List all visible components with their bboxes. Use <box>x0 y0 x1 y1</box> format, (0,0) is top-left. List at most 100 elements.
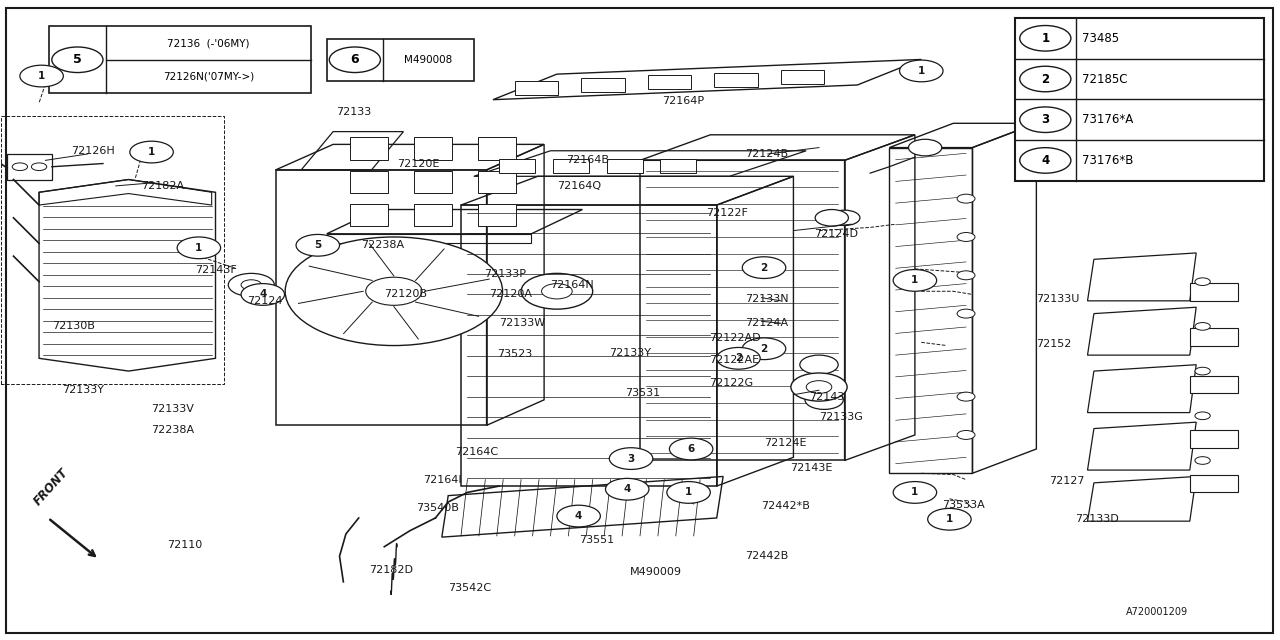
Bar <box>349 138 388 160</box>
Circle shape <box>20 65 63 87</box>
Bar <box>553 159 589 173</box>
Bar <box>349 171 388 193</box>
Circle shape <box>957 271 975 280</box>
Circle shape <box>285 237 503 346</box>
Text: 6: 6 <box>687 444 695 454</box>
Circle shape <box>909 140 942 156</box>
Bar <box>413 204 452 226</box>
Circle shape <box>957 309 975 318</box>
Text: 72133W: 72133W <box>499 318 545 328</box>
Text: 72164Q: 72164Q <box>557 181 602 191</box>
Text: 72133Y: 72133Y <box>609 348 652 358</box>
Text: 72133: 72133 <box>335 108 371 118</box>
Text: A720001209: A720001209 <box>1126 607 1188 618</box>
Circle shape <box>893 269 937 291</box>
Bar <box>660 159 696 173</box>
Text: 72238A: 72238A <box>361 239 404 250</box>
Bar <box>499 159 535 173</box>
Text: 72130B: 72130B <box>51 321 95 332</box>
Circle shape <box>957 232 975 241</box>
Text: 72124B: 72124B <box>745 149 788 159</box>
Text: 1: 1 <box>946 515 954 524</box>
Bar <box>1190 430 1238 448</box>
Circle shape <box>1020 26 1071 51</box>
Text: 6: 6 <box>351 53 360 67</box>
Bar <box>477 138 516 160</box>
Text: 1: 1 <box>1041 32 1050 45</box>
Text: 73523: 73523 <box>497 349 532 359</box>
Circle shape <box>1196 412 1211 420</box>
Circle shape <box>667 481 710 503</box>
Text: 72120B: 72120B <box>384 289 428 300</box>
Circle shape <box>541 284 572 299</box>
Text: 5: 5 <box>314 240 321 250</box>
Text: 72122AE: 72122AE <box>709 355 759 365</box>
Circle shape <box>13 163 28 171</box>
Text: 72143E: 72143E <box>790 463 832 473</box>
Circle shape <box>605 478 649 500</box>
Text: 1: 1 <box>148 147 155 157</box>
Text: 73533A: 73533A <box>942 500 984 510</box>
Circle shape <box>928 508 972 530</box>
Text: 72164P: 72164P <box>662 96 704 106</box>
Circle shape <box>742 338 786 360</box>
Circle shape <box>366 277 422 305</box>
Text: 73176*A: 73176*A <box>1083 113 1134 126</box>
Text: 4: 4 <box>575 511 582 521</box>
Text: M490008: M490008 <box>404 55 453 65</box>
Text: 72120E: 72120E <box>397 159 439 168</box>
Text: 2: 2 <box>760 344 768 354</box>
Text: 73551: 73551 <box>579 535 613 545</box>
Text: 72152: 72152 <box>1037 339 1071 349</box>
Text: 72126N('07MY->): 72126N('07MY->) <box>163 72 255 81</box>
Circle shape <box>805 390 844 410</box>
Text: 1: 1 <box>911 275 919 285</box>
Text: 72143F: 72143F <box>195 265 237 275</box>
Bar <box>413 171 452 193</box>
Text: 72442*B: 72442*B <box>762 502 810 511</box>
Bar <box>50 26 311 93</box>
Text: 2: 2 <box>735 353 742 364</box>
Text: 72133V: 72133V <box>151 404 195 415</box>
Text: 72122F: 72122F <box>707 208 749 218</box>
Circle shape <box>1196 278 1211 285</box>
Circle shape <box>1020 66 1071 92</box>
Bar <box>714 73 758 87</box>
Circle shape <box>177 237 220 259</box>
Text: 72164B: 72164B <box>566 156 609 165</box>
Text: 72124E: 72124E <box>764 438 806 447</box>
Bar <box>1190 328 1238 346</box>
Text: 5: 5 <box>73 53 82 67</box>
Text: 4: 4 <box>1041 154 1050 167</box>
Text: 72164N: 72164N <box>550 280 594 290</box>
Text: 72182A: 72182A <box>141 181 184 191</box>
Text: 72133N: 72133N <box>745 294 788 304</box>
Text: 73531: 73531 <box>625 388 659 399</box>
Circle shape <box>241 280 261 290</box>
Text: 72238A: 72238A <box>151 425 195 435</box>
Text: 72110: 72110 <box>166 540 202 550</box>
Circle shape <box>1196 323 1211 330</box>
Text: 72133U: 72133U <box>1037 294 1080 304</box>
Circle shape <box>521 273 593 309</box>
Circle shape <box>228 273 274 296</box>
Circle shape <box>669 438 713 460</box>
Text: 72127: 72127 <box>1050 476 1084 486</box>
Text: 2: 2 <box>760 262 768 273</box>
Circle shape <box>296 234 339 256</box>
Circle shape <box>609 448 653 469</box>
Bar <box>1190 376 1238 394</box>
Text: 72164C: 72164C <box>454 447 498 457</box>
Circle shape <box>800 355 838 374</box>
Bar <box>781 70 824 84</box>
Circle shape <box>742 257 786 278</box>
Text: FRONT: FRONT <box>32 466 72 508</box>
Circle shape <box>241 284 284 305</box>
Text: 73542C: 73542C <box>448 583 492 593</box>
Text: 1: 1 <box>38 71 45 81</box>
Bar <box>477 171 516 193</box>
Text: 2: 2 <box>1041 72 1050 86</box>
Text: 3: 3 <box>1041 113 1050 126</box>
Circle shape <box>893 481 937 503</box>
Text: 72133G: 72133G <box>819 412 863 422</box>
